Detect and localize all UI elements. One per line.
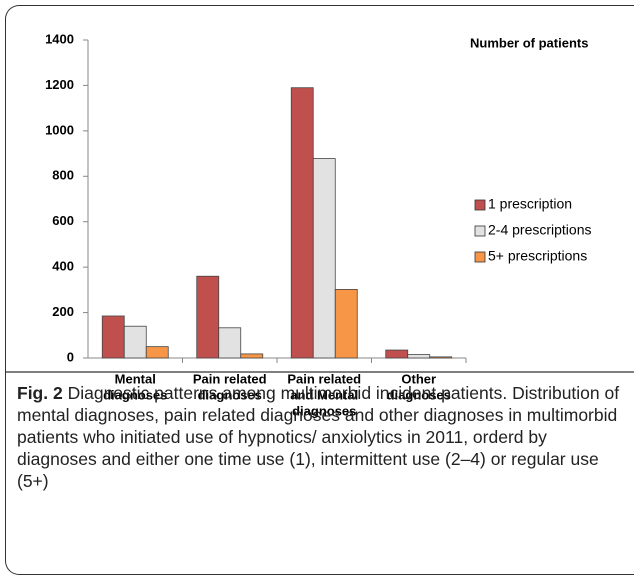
caption-text: Diagnostic patterns among multimorbid in… xyxy=(17,383,620,491)
x-tick-label: and Mental xyxy=(290,387,358,402)
x-tick-label: diagnoses xyxy=(387,387,451,402)
y-tick-label: 600 xyxy=(52,213,74,228)
bar xyxy=(145,346,169,359)
legend-swatch xyxy=(474,199,486,211)
y-tick-label: 0 xyxy=(67,349,74,364)
figure-frame xyxy=(5,5,634,575)
x-tick-label: diagnoses xyxy=(103,387,167,402)
bar xyxy=(385,349,409,359)
y-tick-label: 200 xyxy=(52,304,74,319)
y-tick-label: 1400 xyxy=(45,31,74,46)
x-tick-label: diagnoses xyxy=(292,403,356,418)
x-tick-label: Other xyxy=(401,371,436,386)
caption: Fig. 2 Diagnostic patterns among multimo… xyxy=(17,382,623,492)
bar xyxy=(429,356,453,359)
bar xyxy=(196,275,220,359)
x-tick-label: Pain related xyxy=(193,371,267,386)
bar xyxy=(218,327,242,359)
legend-swatch xyxy=(474,225,486,237)
bar xyxy=(240,353,264,359)
legend-label: 2-4 prescriptions xyxy=(488,222,592,238)
bar xyxy=(290,87,314,359)
caption-label: Fig. 2 xyxy=(17,383,63,403)
legend-label: 1 prescription xyxy=(488,196,572,212)
legend-swatch xyxy=(474,251,486,263)
legend-label: 5+ prescriptions xyxy=(488,248,587,264)
bar xyxy=(334,289,358,359)
bar xyxy=(123,325,147,359)
y-tick-label: 1000 xyxy=(45,122,74,137)
y-tick-label: 400 xyxy=(52,259,74,274)
x-tick-label: diagnoses xyxy=(198,387,262,402)
bar xyxy=(407,354,431,359)
bar xyxy=(312,158,336,359)
x-tick-label: Pain related xyxy=(287,371,361,386)
bar xyxy=(101,315,125,359)
x-tick-label: Mental xyxy=(115,371,156,386)
annotation: Number of patients xyxy=(470,35,588,50)
y-tick-label: 800 xyxy=(52,168,74,183)
y-tick-label: 1200 xyxy=(45,77,74,92)
